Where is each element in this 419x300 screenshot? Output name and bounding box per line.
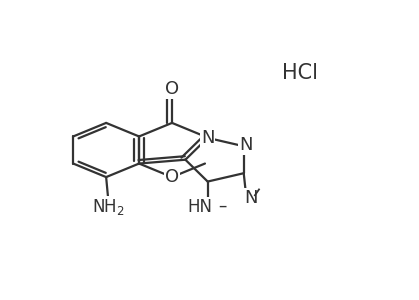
Text: N: N — [201, 129, 215, 147]
Text: HN: HN — [187, 198, 212, 216]
Text: N: N — [244, 189, 258, 207]
Text: NH$_2$: NH$_2$ — [92, 196, 124, 217]
Text: HCl: HCl — [282, 63, 318, 83]
Text: O: O — [165, 80, 179, 98]
Text: –: – — [218, 197, 226, 215]
Text: O: O — [165, 168, 179, 186]
Text: N: N — [239, 136, 253, 154]
